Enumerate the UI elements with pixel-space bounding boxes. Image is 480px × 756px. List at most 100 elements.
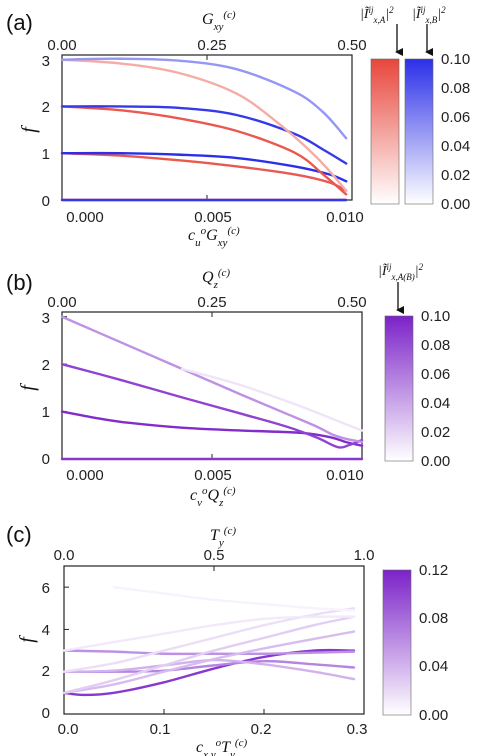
top-tick: 0.0 — [54, 547, 75, 564]
panel-b-x-ticks: 0.000 0.005 0.010 — [66, 467, 364, 484]
axes-frame — [63, 565, 365, 715]
colorbar-a — [370, 58, 400, 205]
colorbar-ab-ticks: 0.10 0.08 0.06 0.04 0.02 0.00 — [421, 308, 450, 470]
series-line — [62, 648, 356, 697]
cb-tick: 0.08 — [421, 337, 450, 354]
series-line — [60, 105, 348, 196]
y-tick: 4 — [42, 622, 50, 639]
panel-c-y-ticks: 0 2 4 6 — [42, 580, 50, 722]
panel-a-y-ticks: 0 1 2 3 — [42, 53, 50, 210]
top-tick: 0.50 — [337, 37, 366, 54]
panel-a-xlabel: cuoGxy(c) — [188, 225, 240, 249]
x-tick: 0.0 — [58, 721, 79, 738]
y-tick: 2 — [42, 357, 50, 374]
panel-a-x-ticks: 0.000 0.005 0.010 — [66, 209, 364, 226]
y-tick: 3 — [42, 310, 50, 327]
series-line — [60, 152, 348, 192]
series-line — [62, 630, 356, 695]
top-tick: 0.25 — [197, 37, 226, 54]
series-line — [180, 367, 364, 432]
panel-b-ylabel: f — [17, 383, 39, 391]
y-tick: 6 — [42, 580, 50, 597]
top-tick: 0.00 — [47, 37, 76, 54]
y-tick: 0 — [42, 451, 50, 468]
cb-tick: 0.02 — [421, 424, 450, 441]
colorbar-c — [382, 569, 412, 716]
colorbar-ab-label: |Ĩijx,A(B)|2 — [378, 262, 424, 282]
cb-tick: 0.04 — [441, 138, 470, 155]
panel-a-top-ticks: 0.00 0.25 0.50 — [47, 37, 366, 54]
colorbar-b-label: |Ĩijx,B|2 — [412, 5, 446, 25]
cb-tick: 0.12 — [419, 562, 448, 579]
series-line — [62, 607, 356, 673]
colorbar-c-ticks: 0.12 0.08 0.04 0.00 — [419, 562, 448, 724]
colorbar-ab — [384, 315, 414, 462]
x-tick: 0.005 — [194, 209, 232, 226]
panel-c-x-ticks: 0.0 0.1 0.2 0.3 — [58, 721, 368, 738]
cb-tick: 0.00 — [421, 453, 450, 470]
series-line — [60, 105, 348, 165]
panel-a-plot-area — [60, 54, 353, 202]
panel-b-top-ticks: 0.00 0.25 0.50 — [47, 294, 366, 311]
panel-a-label: (a) — [6, 10, 33, 35]
cb-tick: 0.08 — [419, 610, 448, 627]
panel-c-label: (c) — [6, 522, 32, 547]
panel-a-top-axis-title: Gxy(c) — [202, 9, 236, 33]
panel-c-top-ticks: 0.0 0.5 1.0 — [54, 547, 375, 564]
series-line — [60, 57, 348, 140]
series-line — [60, 410, 364, 447]
x-tick: 0.010 — [326, 467, 364, 484]
x-tick: 0.2 — [251, 721, 272, 738]
cb-tick: 0.10 — [441, 51, 470, 68]
series-line — [60, 362, 364, 449]
x-tick: 0.005 — [194, 467, 232, 484]
panel-a-ylabel: f — [18, 125, 40, 133]
cb-tick: 0.00 — [441, 196, 470, 213]
top-tick: 0.5 — [204, 547, 225, 564]
top-tick: 1.0 — [354, 547, 375, 564]
top-tick: 0.00 — [47, 294, 76, 311]
panel-c-top-axis-title: Ty(c) — [210, 525, 236, 549]
y-tick: 3 — [42, 53, 50, 70]
top-tick: 0.50 — [337, 294, 366, 311]
series-line — [60, 58, 348, 192]
colorbar-b-ticks: 0.10 0.08 0.06 0.04 0.02 0.00 — [441, 51, 470, 213]
series-line — [60, 315, 364, 444]
cb-tick: 0.06 — [441, 109, 470, 126]
x-tick: 0.000 — [66, 209, 104, 226]
cb-tick: 0.10 — [421, 308, 450, 325]
panel-b-plot-area — [60, 311, 364, 461]
top-tick: 0.25 — [197, 294, 226, 311]
series-line — [62, 615, 356, 695]
panel-c-ylabel: f — [16, 635, 38, 643]
series-line — [62, 615, 356, 652]
panel-c-plot-area — [62, 565, 365, 715]
y-tick: 2 — [42, 663, 50, 680]
x-tick: 0.010 — [326, 209, 364, 226]
y-tick: 0 — [42, 705, 50, 722]
cb-tick: 0.06 — [421, 366, 450, 383]
y-tick: 0 — [42, 193, 50, 210]
cb-tick: 0.04 — [421, 395, 450, 412]
x-tick: 0.3 — [347, 721, 368, 738]
panel-b-top-axis-title: Qz(c) — [202, 267, 230, 291]
cb-tick: 0.02 — [441, 167, 470, 184]
y-tick: 2 — [42, 99, 50, 116]
colorbar-b — [404, 58, 434, 205]
x-tick: 0.1 — [150, 721, 171, 738]
panel-b-label: (b) — [6, 270, 33, 295]
panel-b-y-ticks: 0 1 2 3 — [42, 310, 50, 468]
series-line — [62, 649, 356, 656]
cb-tick: 0.08 — [441, 80, 470, 97]
x-tick: 0.000 — [66, 467, 104, 484]
cb-tick: 0.04 — [419, 658, 448, 675]
panel-b-xlabel: cvoQz(c) — [190, 485, 236, 509]
series-line — [112, 585, 356, 612]
colorbar-a-label: |Ĩijx,A|2 — [360, 5, 394, 25]
cb-tick: 0.00 — [419, 707, 448, 724]
y-tick: 1 — [42, 404, 50, 421]
series-line — [60, 151, 348, 183]
y-tick: 1 — [42, 146, 50, 163]
panel-c-xlabel: cx,yoTy(c) — [196, 737, 247, 756]
